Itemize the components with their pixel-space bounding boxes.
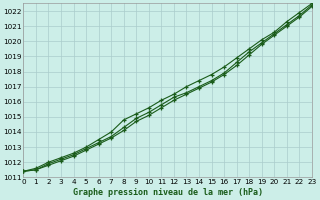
X-axis label: Graphe pression niveau de la mer (hPa): Graphe pression niveau de la mer (hPa) bbox=[73, 188, 263, 197]
